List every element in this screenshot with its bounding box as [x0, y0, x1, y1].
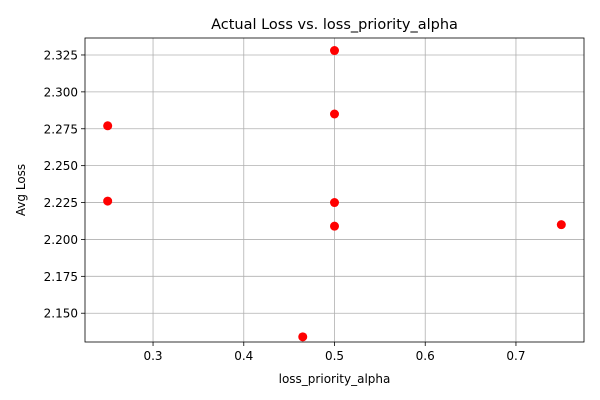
data-point — [103, 121, 113, 131]
y-axis-title: Avg Loss — [14, 164, 28, 216]
axis-ticks: 0.3 0.4 0.5 0.6 0.7 2.150 2.175 2.200 2.225 2.250… — [44, 48, 526, 363]
data-point — [330, 198, 339, 208]
x-tick-label: 0.7 — [506, 349, 525, 363]
y-tick-label: 2.325 — [44, 48, 78, 62]
data-point — [330, 46, 339, 56]
data-point — [330, 221, 339, 231]
y-tick-label: 2.250 — [44, 159, 78, 173]
chart-title: Actual Loss vs. loss_priority_alpha — [211, 17, 458, 33]
x-tick-label: 0.6 — [416, 349, 435, 363]
x-axis-title: loss_priority_alpha — [279, 372, 391, 386]
grid — [85, 38, 584, 342]
x-tick-label: 0.3 — [143, 349, 162, 363]
data-point — [103, 196, 113, 206]
data-point — [298, 332, 308, 342]
x-tick-label: 0.5 — [325, 349, 344, 363]
y-tick-label: 2.175 — [44, 270, 78, 284]
y-tick-label: 2.200 — [44, 233, 78, 247]
y-tick-label: 2.150 — [44, 307, 78, 321]
y-tick-label: 2.300 — [44, 85, 78, 99]
data-points — [103, 46, 566, 342]
x-tick-label: 0.4 — [234, 349, 253, 363]
y-tick-label: 2.225 — [44, 196, 78, 210]
data-point — [330, 109, 339, 119]
data-point — [556, 220, 566, 230]
y-tick-label: 2.275 — [44, 122, 78, 136]
